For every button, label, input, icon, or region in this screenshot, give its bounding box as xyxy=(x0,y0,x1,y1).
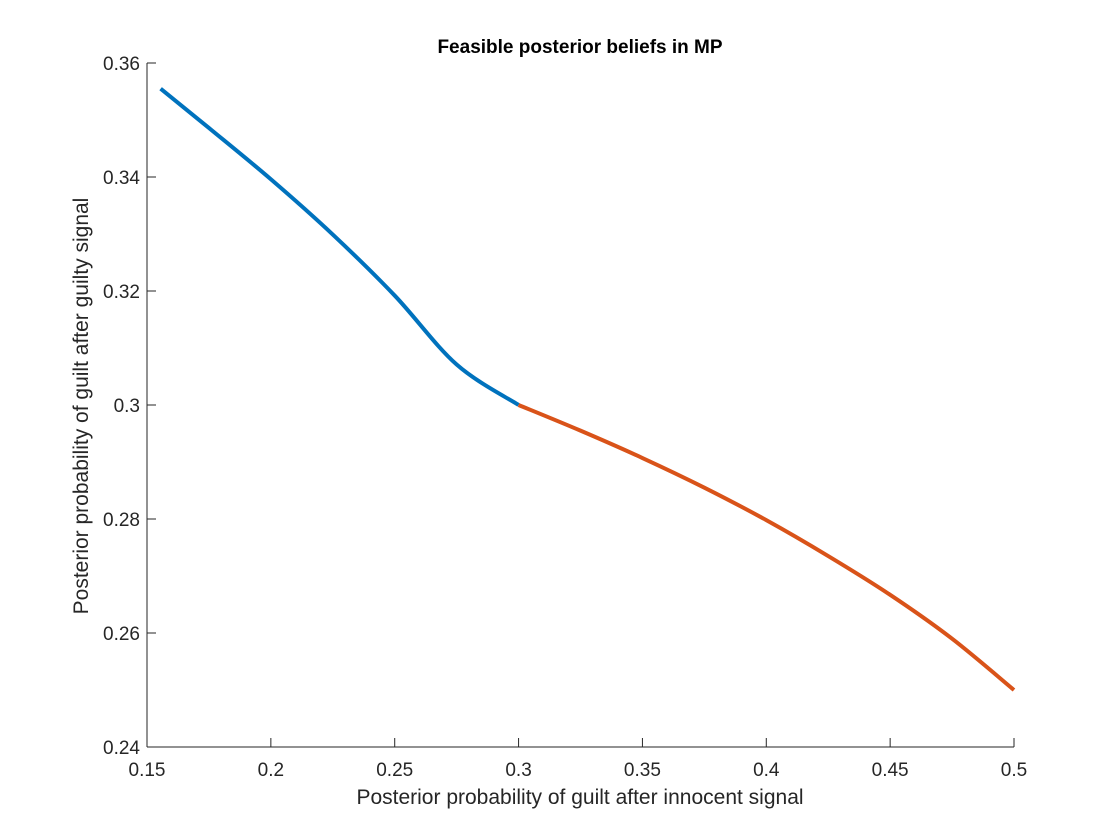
chart-title: Feasible posterior beliefs in MP xyxy=(437,37,722,58)
x-axis: 0.15 0.2 0.25 0.3 0.35 0.4 0.45 0.5 xyxy=(129,738,1027,781)
x-tick-label: 0.35 xyxy=(624,760,661,781)
y-axis: 0.24 0.26 0.28 0.3 0.32 0.34 0.36 xyxy=(103,54,156,759)
y-tick-label: 0.34 xyxy=(103,168,140,189)
x-tick-label: 0.45 xyxy=(872,760,909,781)
y-tick-label: 0.24 xyxy=(103,738,140,759)
y-tick-label: 0.3 xyxy=(114,396,140,417)
series-layer xyxy=(159,87,1016,692)
x-tick-label: 0.15 xyxy=(129,760,166,781)
y-tick-label: 0.26 xyxy=(103,624,140,645)
x-axis-label: Posterior probability of guilt after inn… xyxy=(356,786,803,809)
series-line-2 xyxy=(517,403,1016,692)
y-tick-label: 0.32 xyxy=(103,282,140,303)
x-tick-label: 0.5 xyxy=(1001,760,1027,781)
series-line-1 xyxy=(159,87,520,407)
x-tick-label: 0.2 xyxy=(258,760,284,781)
y-tick-label: 0.28 xyxy=(103,510,140,531)
y-tick-label: 0.36 xyxy=(103,54,140,75)
x-tick-label: 0.25 xyxy=(376,760,413,781)
x-tick-label: 0.3 xyxy=(505,760,531,781)
x-tick-label: 0.4 xyxy=(753,760,780,781)
y-axis-label: Posterior probability of guilt after gui… xyxy=(70,198,93,615)
